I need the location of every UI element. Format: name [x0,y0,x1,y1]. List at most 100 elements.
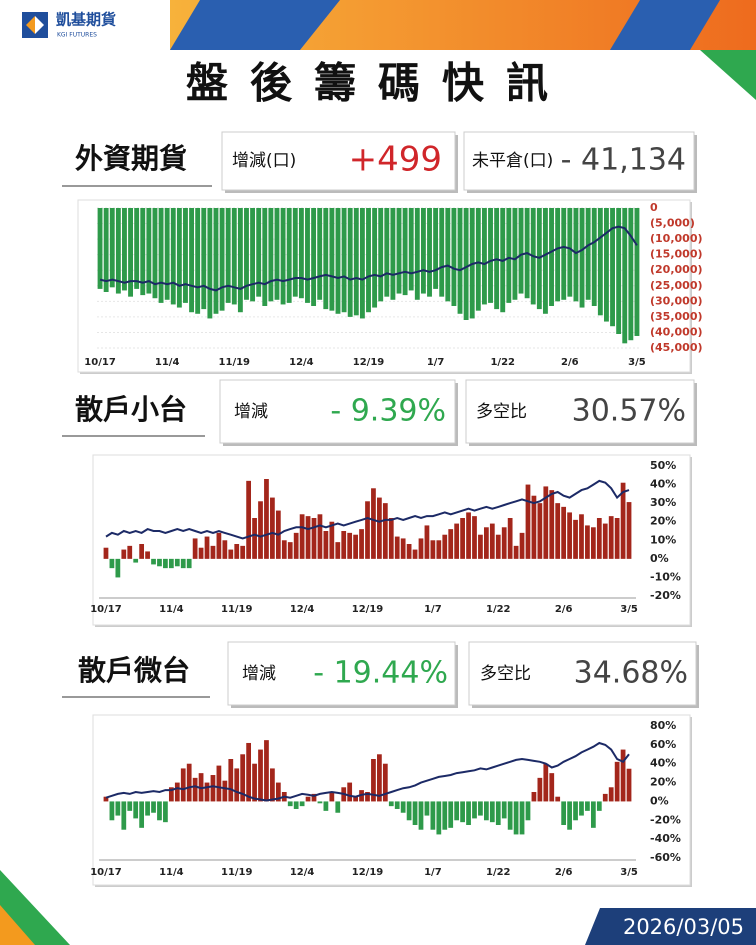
bar [264,479,269,559]
bar [418,801,424,830]
bar [103,796,109,802]
y-tick-label: 40% [650,757,676,770]
x-tick-label: 11/4 [155,357,180,368]
bar [121,549,127,559]
bar [146,208,152,294]
bar [406,544,412,559]
bar [525,801,531,821]
bar [390,208,396,300]
bar [549,490,555,559]
bar [305,208,310,303]
bar [158,208,164,303]
bar [579,801,584,816]
bar [151,801,156,813]
bar [258,501,263,559]
bar [608,787,614,802]
y-tick-label: 80% [650,719,676,732]
bar [555,208,561,302]
bar [451,208,457,306]
box [468,641,697,706]
bar [378,208,384,302]
corner-deco [0,905,35,945]
bar [97,208,103,289]
y-tick-label: -10% [650,570,681,583]
bar [478,534,483,559]
x-tick-label: 2/6 [555,604,573,615]
box [465,379,695,444]
y-tick-label: (35,000) [650,310,703,323]
bar [210,775,216,802]
bar [400,801,406,813]
bar [192,777,198,802]
bar [139,801,145,828]
bar [311,208,317,306]
bar [466,512,471,559]
bar [561,801,567,825]
bar [186,558,192,569]
bar [222,540,228,559]
bar [240,545,246,559]
bar [311,518,317,559]
bar [466,801,471,825]
bar [192,538,198,559]
x-tick-label: 1/7 [424,867,442,878]
bar [543,486,549,559]
bar [145,801,150,816]
bar [439,208,445,297]
bar [488,208,493,303]
bar [250,208,256,302]
bar [115,558,121,578]
bar [237,208,243,313]
bar [472,801,477,819]
bar [204,782,210,802]
bar [372,208,378,308]
bar [127,801,133,811]
bar [519,532,525,559]
bar [234,544,240,559]
bar [626,502,632,559]
bar [542,208,548,314]
bar [329,521,335,559]
bar [353,534,358,559]
box-label: 多空比 [480,664,531,684]
bar [590,801,596,828]
bar [293,532,299,559]
bar [323,531,329,559]
bar [457,208,463,314]
bar [252,518,257,559]
bar [341,208,347,313]
bar [252,763,257,802]
bar [115,208,121,294]
line [105,741,630,802]
bar [103,547,109,559]
bar [549,208,554,306]
bar [275,782,281,802]
bar [180,768,186,802]
bar [481,208,487,305]
logo-en: KGI FUTURES [57,32,97,39]
y-tick-label: 60% [650,738,676,751]
bar [543,763,549,802]
x-tick-label: 3/5 [620,604,638,615]
bar [597,208,603,316]
x-tick-label: 1/7 [427,357,445,368]
bar [602,523,608,559]
line [105,479,630,540]
bar [555,503,561,559]
box-value: - 19.44% [313,656,448,691]
y-tick-label: (30,000) [650,294,703,307]
bar [341,531,347,559]
corner-deco [700,50,756,100]
bar [513,545,519,559]
bar [258,749,263,802]
bar [145,551,150,559]
x-tick-label: 11/19 [221,867,253,878]
bar [614,518,620,559]
box-label: 增減(口) [232,151,296,171]
bar [406,801,412,821]
bar [115,801,121,816]
bar [163,801,168,823]
y-tick-label: -60% [650,851,681,864]
bar [626,768,632,802]
bar [127,545,133,559]
